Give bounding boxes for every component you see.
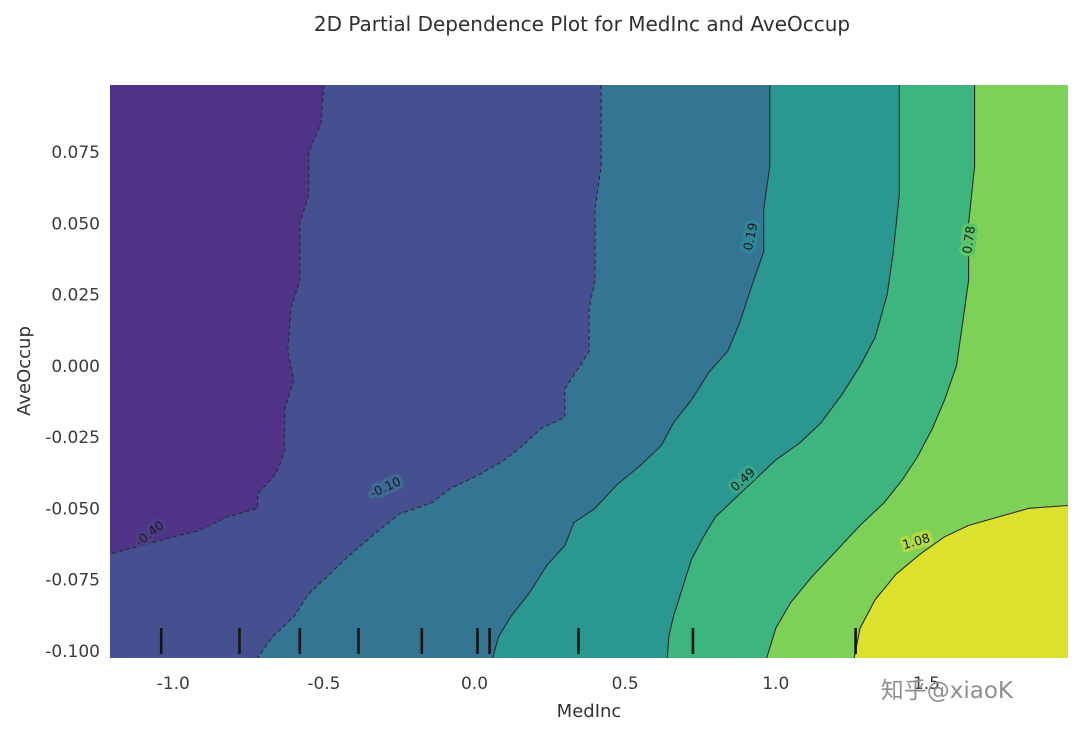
contour-line-level-0.78 — [766, 85, 976, 658]
contour-band-5 — [766, 85, 1068, 658]
x-tick-label: -0.5 — [307, 674, 340, 694]
contour-band-6 — [854, 505, 1068, 658]
contour-line-level--0.40 — [110, 85, 325, 555]
y-tick-label: 0.075 — [51, 143, 100, 163]
y-tick-label: 0.025 — [51, 286, 100, 306]
watermark: 知乎@xiaoK — [881, 678, 1014, 704]
y-axis-label: AveOccup — [14, 326, 35, 416]
x-tick-label: -1.0 — [157, 674, 190, 694]
contour-line-level-1.08 — [853, 504, 1068, 658]
contour-bands — [110, 85, 1068, 658]
y-tick-label: -0.075 — [45, 571, 100, 591]
chart-title: 2D Partial Dependence Plot for MedInc an… — [314, 12, 850, 36]
y-tick-label: 0.000 — [51, 357, 100, 377]
y-tick-label: -0.050 — [45, 499, 100, 519]
x-tick-label: 0.5 — [612, 674, 639, 694]
y-tick-label: -0.025 — [45, 428, 100, 448]
contour-line-level-0.19 — [492, 85, 771, 658]
contour-lines — [110, 85, 1068, 658]
x-axis-label: MedInc — [557, 701, 622, 722]
x-axis-ticks: -1.0 -0.5 0.0 0.5 1.0 1.5 — [157, 674, 940, 694]
contour-line-level--0.10 — [257, 85, 602, 658]
y-axis-ticks: 0.075 0.050 0.025 0.000 -0.025 -0.050 -0.075 -0… — [45, 143, 100, 662]
x-tick-label: 1.0 — [762, 674, 789, 694]
rug-marks — [159, 628, 857, 654]
x-tick-label: 0.0 — [461, 674, 488, 694]
contour-line-level-0.49 — [666, 85, 900, 658]
x-tick-label: 1.5 — [913, 674, 940, 694]
y-tick-label: 0.050 — [51, 214, 100, 234]
y-tick-label: -0.100 — [45, 642, 100, 662]
